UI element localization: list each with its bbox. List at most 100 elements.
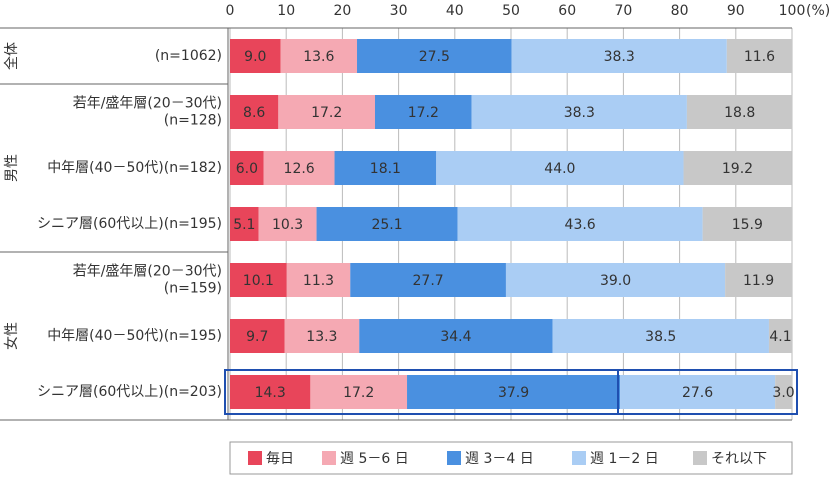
category-label: シニア層(60代以上)(n=203) (37, 384, 222, 400)
value-label: 17.2 (311, 105, 342, 121)
legend-swatch (322, 451, 336, 465)
legend-swatch (693, 451, 707, 465)
value-label: 5.1 (233, 217, 255, 233)
bar-segment (726, 39, 792, 73)
legend-label: 週 1－2 日 (590, 451, 659, 467)
value-label: 37.9 (498, 385, 529, 401)
value-label: 10.1 (243, 273, 274, 289)
bar-segment (686, 95, 793, 129)
bar-segment (310, 375, 408, 409)
value-label: 27.5 (419, 49, 450, 65)
bar-segment (702, 207, 792, 241)
x-tick-label: 100 (779, 3, 806, 19)
legend-label: 週 5－6 日 (340, 451, 409, 467)
bar-segment (359, 319, 553, 353)
legend-swatch (248, 451, 262, 465)
bar-segment (511, 39, 727, 73)
bar-segment (775, 375, 792, 409)
bar-segment (552, 319, 769, 353)
bar-segment (286, 263, 351, 297)
value-label: 11.6 (744, 49, 775, 65)
value-label: 8.6 (243, 105, 265, 121)
bar-segment (230, 95, 279, 129)
bar-segment (258, 207, 317, 241)
x-tick-label: 80 (671, 3, 689, 19)
x-tick-label: 20 (333, 3, 351, 19)
x-tick-label: 50 (502, 3, 520, 19)
bar-segment (334, 151, 437, 185)
value-label: 11.3 (303, 273, 334, 289)
bar-segment (263, 151, 335, 185)
category-label: (n=128) (164, 113, 222, 129)
category-label: 若年/盛年層(20－30代) (73, 264, 222, 280)
category-label: (n=1062) (155, 48, 222, 64)
legend-label: 毎日 (266, 451, 294, 467)
value-label: 19.2 (722, 161, 753, 177)
bar-segment (457, 207, 703, 241)
bar-segment (284, 319, 360, 353)
category-label: 中年層(40－50代)(n=182) (47, 160, 222, 176)
value-label: 14.3 (255, 385, 286, 401)
group-label: 全体 (3, 42, 20, 70)
bar-segment (280, 39, 358, 73)
category-label: シニア層(60代以上)(n=195) (37, 216, 222, 232)
value-label: 18.1 (370, 161, 401, 177)
value-label: 17.2 (408, 105, 439, 121)
highlight-box (224, 369, 619, 415)
value-label: 38.3 (564, 105, 595, 121)
bar-segment (230, 151, 264, 185)
bar-segment (350, 263, 506, 297)
category-label: 若年/盛年層(20－30代) (73, 96, 222, 112)
bar-segment (278, 95, 375, 129)
value-label: 6.0 (236, 161, 258, 177)
category-label: (n=159) (164, 281, 222, 297)
legend-swatch (572, 451, 586, 465)
value-label: 18.8 (724, 105, 755, 121)
bar-segment (407, 375, 621, 409)
x-tick-label: 60 (558, 3, 576, 19)
value-label: 39.0 (600, 273, 631, 289)
bar-segment (620, 375, 776, 409)
group-label: 男性 (4, 154, 20, 182)
value-label: 9.7 (246, 329, 268, 345)
legend-label: 週 3－4 日 (465, 451, 534, 467)
x-tick-label: 0 (226, 3, 235, 19)
value-label: 3.0 (772, 385, 794, 401)
group-label: 女性 (3, 322, 20, 350)
value-label: 38.3 (604, 49, 635, 65)
value-label: 9.0 (244, 49, 266, 65)
bar-segment (230, 263, 287, 297)
bar-segment (230, 39, 281, 73)
value-label: 27.6 (682, 385, 713, 401)
value-label: 13.3 (306, 329, 337, 345)
value-label: 11.9 (743, 273, 774, 289)
x-unit: (%) (806, 3, 830, 19)
bar-segment (230, 207, 259, 241)
value-label: 43.6 (565, 217, 596, 233)
bar-segment (230, 375, 311, 409)
category-label: 中年層(40－50代)(n=195) (47, 328, 222, 344)
x-tick-label: 90 (727, 3, 745, 19)
bar-segment (374, 95, 472, 129)
x-tick-label: 40 (446, 3, 464, 19)
bar-segment (768, 319, 792, 353)
bar-segment (683, 151, 792, 185)
value-label: 44.0 (544, 161, 575, 177)
bar-segment (505, 263, 726, 297)
bar-segment (725, 263, 792, 297)
legend-swatch (447, 451, 461, 465)
value-label: 12.6 (284, 161, 315, 177)
x-tick-label: 70 (614, 3, 632, 19)
value-label: 10.3 (272, 217, 303, 233)
bar-segment (230, 319, 285, 353)
bar-segment (471, 95, 687, 129)
bar-segment (357, 39, 512, 73)
x-tick-label: 30 (390, 3, 408, 19)
value-label: 27.7 (413, 273, 444, 289)
value-label: 13.6 (303, 49, 334, 65)
bar-segment (436, 151, 684, 185)
value-label: 17.2 (343, 385, 374, 401)
value-label: 25.1 (371, 217, 402, 233)
bar-segment (316, 207, 458, 241)
